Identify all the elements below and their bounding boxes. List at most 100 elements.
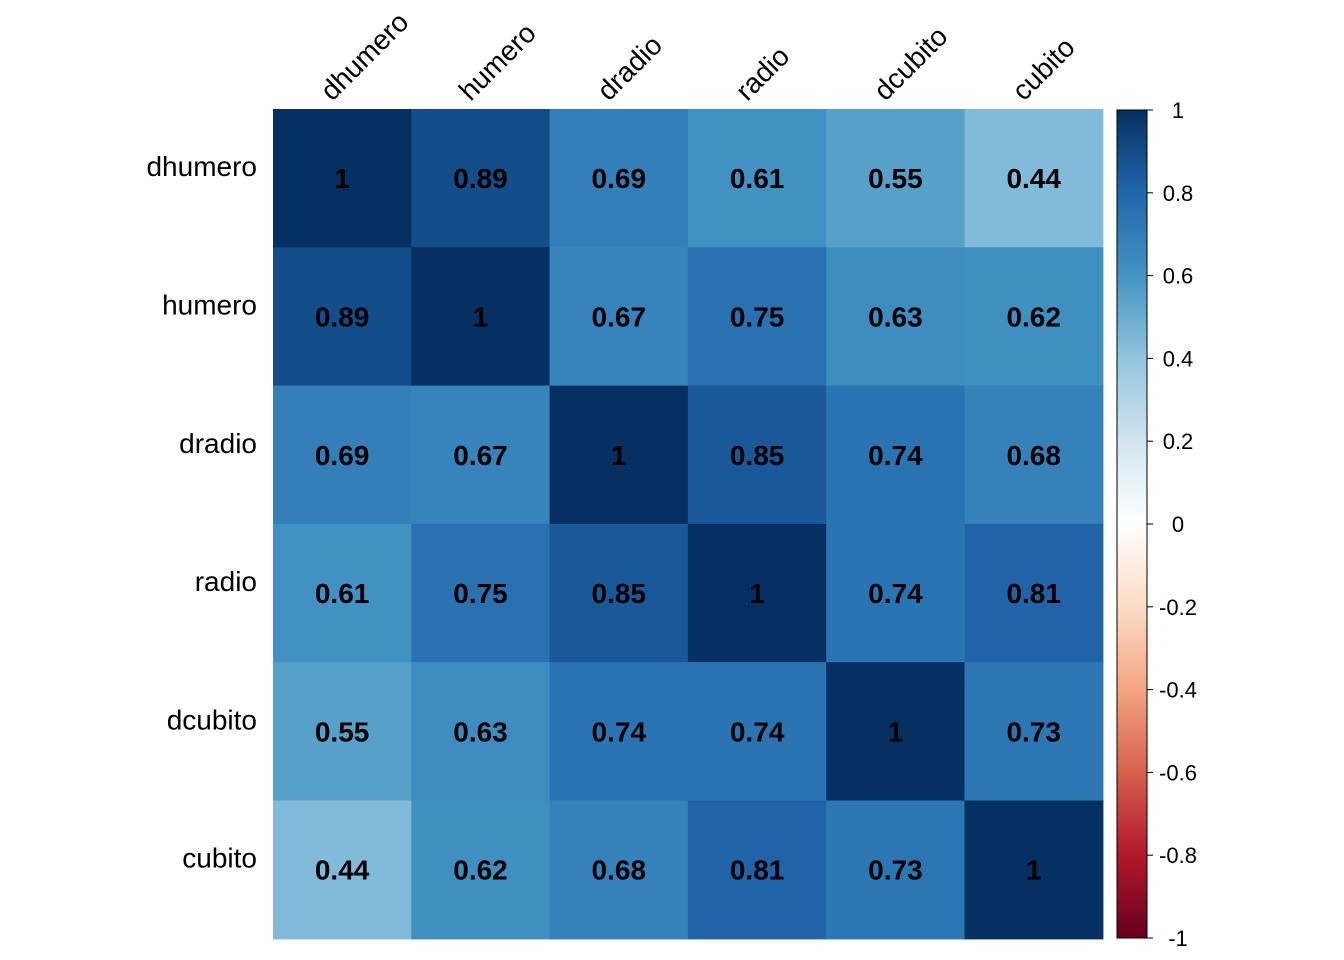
heatmap-cell [411,385,551,525]
heatmap-cell [687,523,827,663]
row-label: dcubito [167,704,257,735]
colorbar-tick-label: 0.6 [1163,264,1194,289]
heatmap-cell [687,662,827,802]
heatmap-cell [687,109,827,248]
column-label: cubito [1006,31,1081,106]
cell-value-label: 0.55 [315,716,370,747]
row-label: radio [195,566,257,597]
heatmap-cell [549,800,689,940]
heatmap-cell [411,800,551,940]
heatmap-cell [687,385,827,525]
cell-value-label: 0.85 [730,440,785,471]
cell-value-label: 0.62 [1006,302,1061,333]
cell-value-label: 0.61 [730,163,785,194]
cell-value-label: 0.81 [730,855,785,886]
colorbar-tick-label: 1 [1172,98,1184,123]
heatmap-cell [964,662,1104,802]
heatmap-cell [273,385,412,525]
cell-value-label: 1 [888,716,904,747]
cell-value-label: 0.74 [868,578,923,609]
colorbar-gradient [1116,109,1148,939]
heatmap-cell [549,662,689,802]
cell-value-label: 1 [473,302,489,333]
heatmap-cell-labels: 1 0.89 0.69 0.61 0.55 0.44 0.89 1 0.67 0.75 0.63 0.… [315,163,1062,885]
colorbar-tick-label: -0.4 [1159,678,1197,703]
cell-value-label: 0.73 [1006,716,1061,747]
heatmap-cell [411,247,551,387]
cell-value-label: 0.74 [730,716,785,747]
cell-value-label: 1 [749,578,765,609]
heatmap-cells [273,109,1104,940]
cell-value-label: 0.68 [592,855,647,886]
heatmap-cell [826,800,966,940]
colorbar-tick-label: -1 [1168,926,1188,951]
colorbar-tick-label: 0.2 [1163,429,1194,454]
column-labels: dhumero humero dradio radio dcubito cubito [314,6,1080,106]
cell-value-label: 0.62 [453,855,508,886]
cell-value-label: 0.75 [730,302,785,333]
heatmap-cell [411,523,551,663]
heatmap-cell [964,247,1104,387]
cell-value-label: 0.89 [315,302,370,333]
row-label: humero [162,290,257,321]
row-labels: dhumero humero dradio radio dcubito cubito [146,151,257,873]
heatmap-cell [826,523,966,663]
cell-value-label: 0.89 [453,163,508,194]
cell-value-label: 0.74 [592,716,647,747]
heatmap-cell [273,109,412,248]
colorbar-tick-label: 0 [1172,512,1184,537]
colorbar-tick-label: -0.6 [1159,760,1197,785]
cell-value-label: 0.68 [1006,440,1061,471]
heatmap-cell [411,662,551,802]
row-label: dhumero [146,151,257,182]
colorbar-tick-label: -0.8 [1159,843,1197,868]
cell-value-label: 1 [1026,855,1042,886]
colorbar-tick-label: 0.4 [1163,346,1194,371]
heatmap-cell [411,109,551,248]
heatmap-cell [964,385,1104,525]
column-label: dhumero [314,6,414,106]
heatmap-cell [549,247,689,387]
cell-value-label: 1 [611,440,627,471]
heatmap-cell [273,523,412,663]
cell-value-label: 0.67 [592,302,647,333]
heatmap-cell [826,109,966,248]
row-label: cubito [182,843,257,874]
column-label: dradio [591,29,668,106]
cell-value-label: 0.44 [315,855,370,886]
heatmap-cell [687,800,827,940]
heatmap-cell [273,247,412,387]
heatmap-cell [549,385,689,525]
colorbar [1116,109,1148,939]
cell-value-label: 0.63 [453,716,508,747]
heatmap-cell [964,109,1104,248]
cell-value-label: 0.73 [868,855,923,886]
colorbar-tick-label: -0.2 [1159,595,1197,620]
column-label: humero [453,17,542,106]
cell-value-label: 0.81 [1006,578,1061,609]
heatmap-cell [964,800,1104,940]
heatmap-cell [273,662,412,802]
colorbar-ticks: 1 0.8 0.6 0.4 0.2 0 -0.2 -0.4 -0.6 -0.8 -1 [1147,98,1197,951]
heatmap-cell [964,523,1104,663]
heatmap-cell [826,385,966,525]
row-label: dradio [179,428,257,459]
cell-value-label: 0.44 [1006,163,1061,194]
heatmap-cell [549,523,689,663]
cell-value-label: 0.67 [453,440,508,471]
cell-value-label: 0.55 [868,163,923,194]
heatmap-cell [687,247,827,387]
cell-value-label: 0.61 [315,578,370,609]
heatmap-cell [273,800,412,940]
heatmap-cell [826,662,966,802]
cell-value-label: 0.63 [868,302,923,333]
cell-value-label: 1 [334,163,350,194]
cell-value-label: 0.75 [453,578,508,609]
heatmap-cell [826,247,966,387]
column-label: radio [729,40,795,106]
colorbar-tick-label: 0.8 [1163,181,1194,206]
cell-value-label: 0.69 [592,163,647,194]
heatmap-cell [549,109,689,248]
cell-value-label: 0.85 [592,578,647,609]
